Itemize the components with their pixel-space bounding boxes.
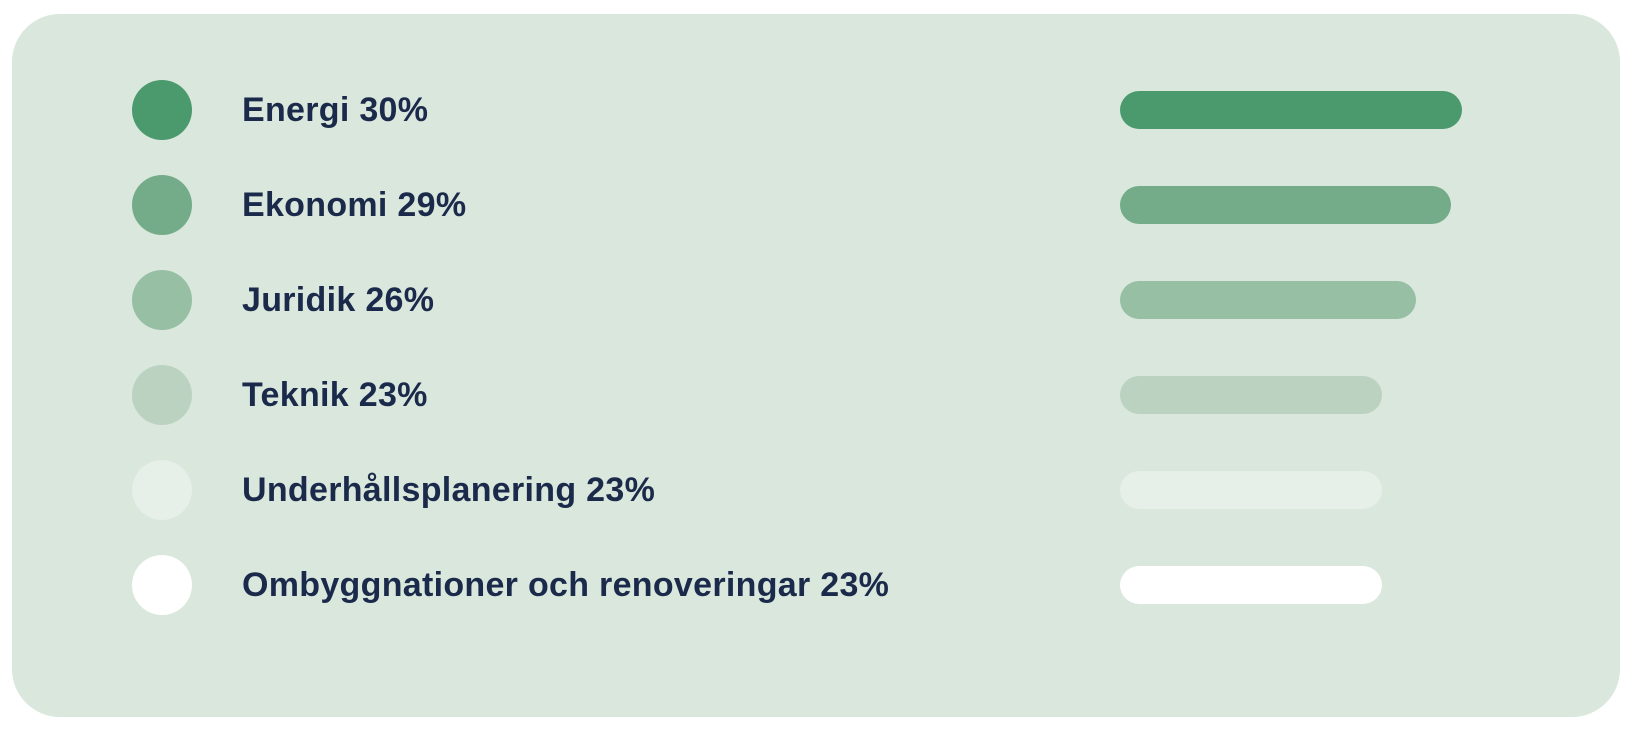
legend-label: Teknik 23% (242, 375, 428, 414)
legend-row: Underhållsplanering 23% (12, 460, 1620, 520)
legend-label: Underhållsplanering 23% (242, 470, 656, 509)
legend-row: Ombyggnationer och renoveringar 23% (12, 555, 1620, 615)
legend-dot-icon (132, 80, 192, 140)
value-bar (1120, 566, 1382, 604)
legend-label: Juridik 26% (242, 280, 435, 319)
legend-row: Ekonomi 29% (12, 175, 1620, 235)
legend-dot-icon (132, 555, 192, 615)
legend-dot-icon (132, 365, 192, 425)
value-bar (1120, 91, 1462, 129)
legend-dot-icon (132, 175, 192, 235)
legend-row: Energi 30% (12, 80, 1620, 140)
value-bar (1120, 376, 1382, 414)
legend-row: Teknik 23% (12, 365, 1620, 425)
value-bar (1120, 186, 1451, 224)
value-bar (1120, 281, 1416, 319)
legend-dot-icon (132, 270, 192, 330)
legend-label: Energi 30% (242, 90, 429, 129)
legend-label: Ombyggnationer och renoveringar 23% (242, 565, 890, 604)
legend-row: Juridik 26% (12, 270, 1620, 330)
legend-label: Ekonomi 29% (242, 185, 467, 224)
value-bar (1120, 471, 1382, 509)
legend-dot-icon (132, 460, 192, 520)
chart-card: Energi 30% Ekonomi 29% Juridik 26% Tekni… (12, 14, 1620, 717)
